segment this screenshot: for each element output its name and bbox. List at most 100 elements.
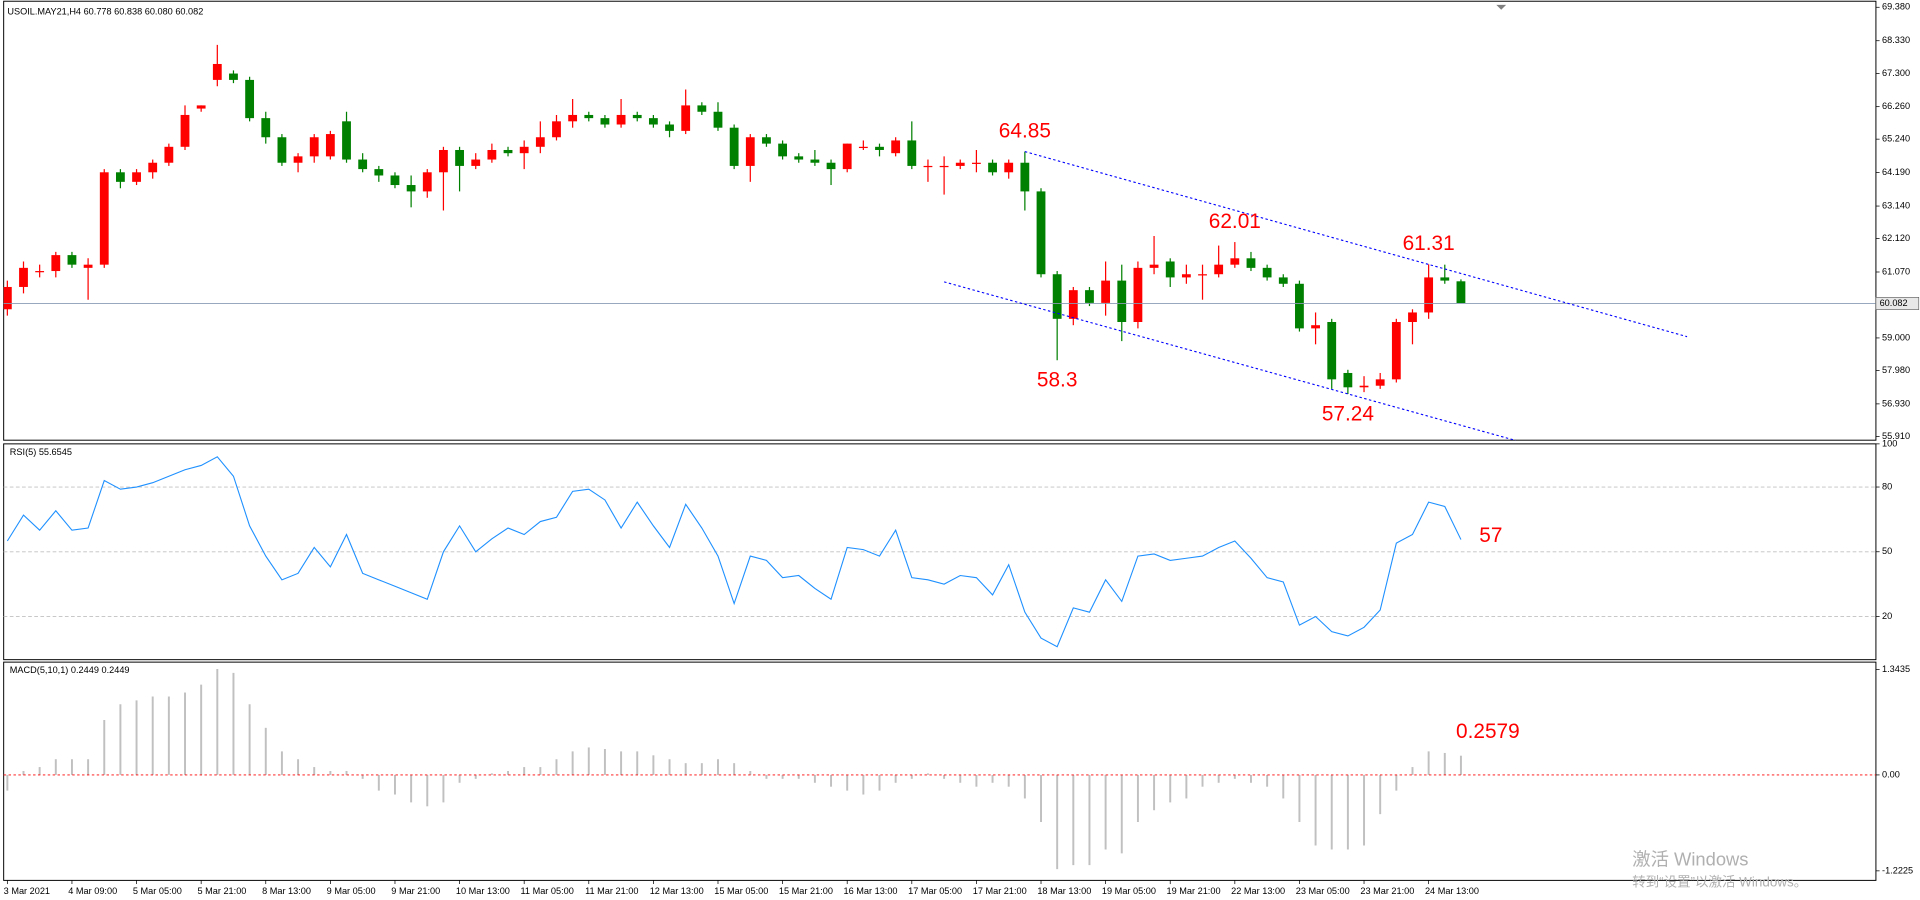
candle-body [1149,264,1159,268]
trendline [1024,151,1688,338]
x-tick-label: 23 Mar 21:00 [1360,886,1414,896]
trendline [943,281,1516,441]
candle-body [503,149,513,154]
candle-body [487,149,497,160]
candle-body [1440,277,1450,281]
candle-body [939,165,949,168]
candle-body [1456,281,1466,304]
candle-body [1165,261,1175,278]
candle-body [665,124,674,131]
shift-marker [1496,4,1507,10]
watermark-subtitle: 转到“设置”以激活 Windows。 [1632,874,1807,889]
x-tick-label: 16 Mar 13:00 [844,886,898,896]
candles [3,44,1466,395]
price-annotation: 62.01 [1209,210,1261,233]
candle-body [406,185,416,192]
x-tick-label: 23 Mar 05:00 [1296,886,1350,896]
candle-body [455,149,464,166]
candle-body [778,143,788,157]
candle-body [245,79,255,119]
y-tick-label: 59.000 [1882,332,1910,342]
candle-body [1198,274,1207,276]
y-tick-label: 67.300 [1882,68,1910,78]
candle-body [19,267,28,287]
y-tick-label: 63.140 [1882,200,1910,210]
x-tick-label: 11 Mar 05:00 [521,886,574,896]
candle-body [439,149,448,173]
candle-body [1052,274,1062,319]
candle-body [277,137,287,163]
x-tick-label: 11 Mar 21:00 [585,886,638,896]
macd-title: MACD(5,10,1) 0.2449 0.2449 [10,665,130,675]
candle-body [972,162,981,164]
x-tick-label: 8 Mar 13:00 [262,886,311,896]
candle-body [1375,379,1385,386]
candle-body [471,159,481,166]
candle-body [988,162,997,173]
x-tick-label: 9 Mar 05:00 [327,886,376,896]
indicator-annotation: 57 [1479,524,1502,547]
price-box [1875,297,1920,310]
candle-body [907,140,917,166]
candle-body [115,172,125,182]
candle-body [1230,258,1240,265]
candle-body [923,165,933,168]
x-tick-label: 22 Mar 13:00 [1231,886,1285,896]
candle-body [374,169,384,176]
candle-body [1020,162,1030,192]
x-tick-label: 15 Mar 05:00 [714,886,768,896]
y-tick-label: 0.00 [1882,769,1900,779]
rsi-line [6,456,1462,648]
candle-body [648,118,658,125]
candle-body [390,175,400,186]
candle-body [422,172,432,192]
x-tick-label: 17 Mar 21:00 [973,886,1027,896]
x-tick-label: 3 Mar 2021 [4,886,50,896]
candle-body [955,162,965,166]
main-panel [3,0,1877,441]
candle-body [842,143,852,170]
candle-body [875,146,884,150]
candle-body [229,73,238,80]
candle-body [293,156,303,163]
x-tick-label: 24 Mar 13:00 [1425,886,1479,896]
y-tick-label: 65.240 [1882,134,1910,144]
candle-body [325,134,335,157]
candle-body [83,264,93,268]
candle-body [1391,322,1401,380]
x-tick-label: 5 Mar 21:00 [197,886,246,896]
candle-body [1036,191,1046,275]
candle-body [1359,385,1369,388]
candle-body [309,137,319,157]
y-tick-label: -1.2225 [1882,865,1913,875]
x-tick-label: 4 Mar 09:00 [68,886,117,896]
candle-body [1214,264,1224,275]
candle-body [1424,277,1434,313]
x-tick-label: 5 Mar 05:00 [133,886,182,896]
candle-body [1343,372,1353,388]
rsi-title: RSI(5) 55.6545 [10,447,72,457]
candle-body [729,127,739,166]
x-tick-label: 12 Mar 13:00 [650,886,704,896]
candle-body [1327,322,1337,380]
candle-body [1311,325,1320,329]
x-tick-label: 18 Mar 13:00 [1037,886,1091,896]
candle-body [713,111,723,128]
y-tick-label: 66.260 [1882,101,1910,111]
candle-body [358,159,368,170]
y-tick-label: 20 [1882,611,1892,621]
x-tick-label: 17 Mar 05:00 [908,886,962,896]
candle-body [810,159,820,163]
y-tick-label: 80 [1882,481,1892,491]
price-annotation: 61.31 [1403,232,1455,255]
candle-body [1278,277,1288,284]
candle-body [891,140,901,154]
candle-body [342,121,351,160]
y-tick-label: 68.330 [1882,35,1910,45]
candle-body [600,118,610,125]
candle-body [1085,290,1094,303]
candle-body [3,286,12,310]
y-tick-label: 100 [1882,438,1897,448]
candle-body [1133,267,1143,323]
